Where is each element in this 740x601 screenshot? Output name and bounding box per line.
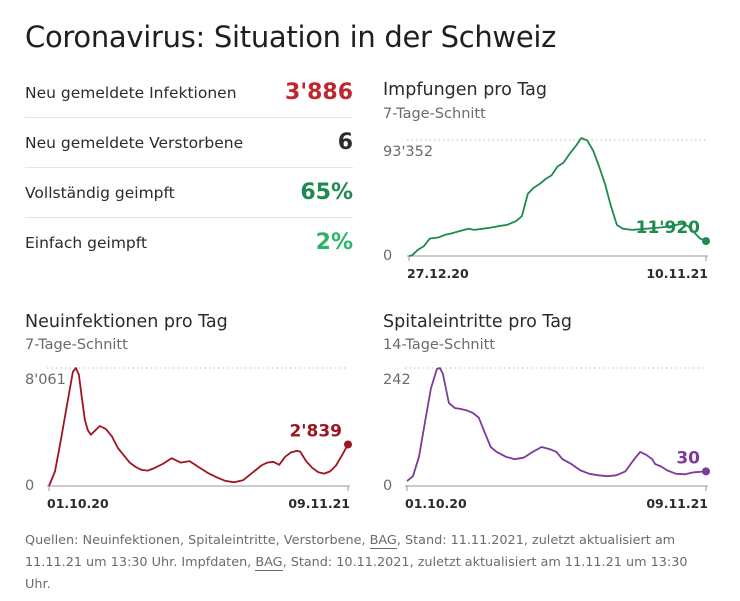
- y-tick-label-zero: 0: [383, 478, 392, 494]
- stat-value: 2%: [315, 230, 353, 255]
- stat-label: Vollständig geimpft: [25, 183, 175, 202]
- x-tick-label-end: 09.11.21: [646, 496, 708, 511]
- stat-value: 3'886: [285, 80, 353, 105]
- x-tick-label-end: 10.11.21: [646, 266, 708, 281]
- footer-text: Quellen: Neuinfektionen, Spitaleintritte…: [25, 533, 366, 548]
- chart-subtitle-infections: 7-Tage-Schnitt: [25, 337, 128, 353]
- series-end-point: [702, 467, 710, 476]
- series-end-point: [344, 440, 352, 449]
- y-tick-label-zero: 0: [383, 248, 392, 264]
- series-line: [406, 367, 707, 482]
- chart-subtitle-hospitalizations: 14-Tage-Schnitt: [383, 337, 496, 353]
- x-tick-label-start: 01.10.20: [47, 496, 109, 511]
- vaccinations-chart: 93'352 0 27.12.20 10.11.21 11'920: [383, 137, 710, 281]
- footer-sources: Quellen: Neuinfektionen, Spitaleintritte…: [25, 530, 715, 596]
- stats-panel: Neu gemeldete Infektionen 3'886 Neu geme…: [25, 68, 353, 267]
- x-tick-label-end: 09.11.21: [288, 496, 350, 511]
- stat-row-deaths: Neu gemeldete Verstorbene 6: [25, 118, 353, 168]
- chart-title-infections: Neuinfektionen pro Tag: [25, 312, 228, 332]
- stat-row-infections: Neu gemeldete Infektionen 3'886: [25, 68, 353, 118]
- y-tick-label-max: 242: [383, 372, 411, 388]
- hospitalizations-chart: 242 0 01.10.20 09.11.21 30: [383, 367, 710, 511]
- stat-row-fully-vaccinated: Vollständig geimpft 65%: [25, 168, 353, 218]
- page-title: Coronavirus: Situation in der Schweiz: [25, 20, 557, 54]
- infections-chart: 8'061 0 01.10.20 09.11.21 2'839: [25, 367, 352, 511]
- last-value-label: 2'839: [289, 421, 342, 441]
- stat-label: Neu gemeldete Verstorbene: [25, 133, 244, 152]
- bag-link[interactable]: BAG: [369, 533, 397, 549]
- y-tick-label-max: 8'061: [25, 372, 66, 388]
- chart-subtitle-vaccinations: 7-Tage-Schnitt: [383, 106, 486, 122]
- series-line: [408, 137, 707, 257]
- y-tick-label-zero: 0: [25, 478, 34, 494]
- stat-value: 65%: [300, 180, 353, 205]
- chart-title-vaccinations: Impfungen pro Tag: [383, 80, 548, 100]
- y-tick-label-max: 93'352: [383, 144, 433, 160]
- x-tick-label-start: 27.12.20: [407, 266, 469, 281]
- stat-row-single-vaccinated: Einfach geimpft 2%: [25, 218, 353, 267]
- last-value-label: 11'920: [636, 218, 701, 238]
- footer-text: , Stand: 11.11.2021, zuletzt aktualisier…: [25, 533, 676, 570]
- stat-label: Neu gemeldete Infektionen: [25, 83, 237, 102]
- series-line: [48, 367, 349, 487]
- footer-text: , Stand: 10.11.2021, zuletzt aktualisier…: [25, 555, 688, 592]
- last-value-label: 30: [676, 448, 700, 468]
- stat-label: Einfach geimpft: [25, 233, 148, 252]
- bag-link[interactable]: BAG: [255, 555, 283, 571]
- series-end-point: [702, 237, 710, 246]
- x-tick-label-start: 01.10.20: [405, 496, 467, 511]
- stat-value: 6: [337, 130, 353, 155]
- chart-title-hospitalizations: Spitaleintritte pro Tag: [383, 312, 573, 332]
